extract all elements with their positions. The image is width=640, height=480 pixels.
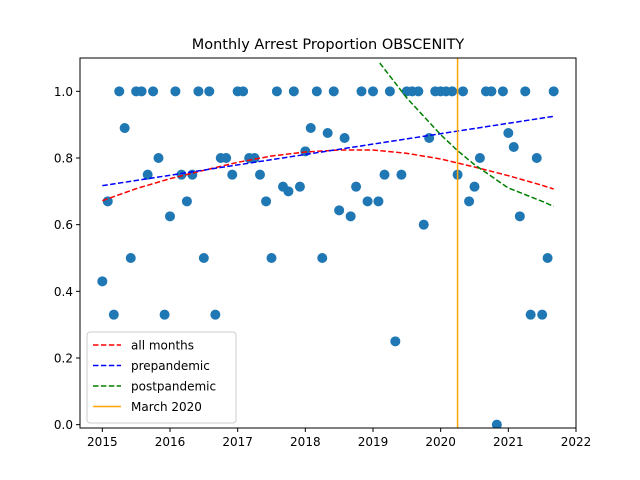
y-tick-label: 0.8 bbox=[54, 152, 73, 166]
data-point bbox=[514, 211, 525, 222]
data-point bbox=[548, 86, 559, 97]
data-point bbox=[373, 196, 384, 207]
data-point bbox=[148, 86, 159, 97]
data-point bbox=[305, 123, 316, 133]
data-point bbox=[170, 86, 181, 97]
data-point bbox=[198, 253, 209, 263]
y-tick-label: 0.2 bbox=[54, 352, 73, 366]
data-point bbox=[334, 205, 345, 216]
legend: all months prepandemic postpandemic March 2… bbox=[86, 331, 237, 424]
x-tick-label: 2015 bbox=[87, 435, 118, 449]
data-point bbox=[238, 86, 249, 97]
data-point bbox=[227, 169, 238, 180]
data-point bbox=[193, 86, 204, 97]
data-point bbox=[474, 153, 485, 163]
data-point bbox=[351, 181, 362, 192]
data-point bbox=[97, 276, 108, 287]
data-point bbox=[457, 86, 468, 97]
data-point bbox=[384, 86, 395, 97]
data-point bbox=[469, 181, 480, 192]
data-point bbox=[142, 169, 153, 180]
data-point bbox=[283, 186, 294, 197]
data-point bbox=[503, 128, 514, 138]
data-point bbox=[339, 133, 350, 143]
data-point bbox=[261, 196, 272, 207]
data-point bbox=[356, 86, 367, 97]
series-line-all-months bbox=[102, 149, 554, 202]
x-tick-label: 2020 bbox=[425, 435, 456, 449]
data-point bbox=[153, 153, 164, 163]
x-tick-label: 2022 bbox=[561, 435, 592, 449]
data-point bbox=[102, 196, 113, 207]
data-point bbox=[447, 86, 458, 97]
legend-box bbox=[86, 331, 237, 424]
x-tick-label: 2018 bbox=[290, 435, 321, 449]
series-line-postpandemic bbox=[379, 62, 554, 208]
data-point bbox=[396, 169, 407, 180]
data-point bbox=[345, 211, 356, 222]
data-point bbox=[210, 309, 221, 320]
x-tick-label: 2019 bbox=[358, 435, 389, 449]
series-line-prepandemic bbox=[102, 115, 554, 187]
data-point bbox=[136, 86, 147, 97]
data-point bbox=[311, 86, 322, 97]
data-point bbox=[294, 181, 305, 192]
x-tick-label: 2016 bbox=[155, 435, 186, 449]
data-point bbox=[114, 86, 125, 97]
data-point bbox=[249, 153, 260, 163]
data-point bbox=[322, 128, 333, 138]
data-point bbox=[164, 211, 175, 222]
y-tick-label: 1.0 bbox=[54, 85, 73, 99]
data-point bbox=[266, 253, 277, 263]
y-tick-label: 0.6 bbox=[54, 218, 73, 232]
data-point bbox=[159, 309, 170, 320]
data-point bbox=[317, 253, 328, 263]
data-point bbox=[486, 86, 497, 97]
data-point bbox=[204, 86, 215, 97]
data-point bbox=[181, 196, 192, 207]
data-point bbox=[537, 309, 548, 320]
x-tick-label: 2017 bbox=[222, 435, 253, 449]
data-point bbox=[125, 253, 136, 263]
data-point bbox=[418, 219, 429, 230]
data-point bbox=[362, 196, 373, 207]
legend-entry: postpandemic bbox=[131, 380, 216, 394]
data-point bbox=[520, 86, 531, 97]
x-tick-label: 2021 bbox=[493, 435, 524, 449]
legend-entry: all months bbox=[131, 339, 194, 353]
y-tick-label: 0.0 bbox=[54, 418, 73, 432]
data-point bbox=[379, 169, 390, 180]
legend-entry: March 2020 bbox=[131, 400, 202, 414]
data-point bbox=[108, 309, 119, 320]
data-point bbox=[271, 86, 282, 97]
plot-frame bbox=[79, 57, 577, 429]
data-point bbox=[288, 86, 299, 97]
chart-title: Monthly Arrest Proportion OBSCENITY bbox=[192, 37, 465, 53]
data-point bbox=[464, 196, 475, 207]
data-point bbox=[221, 153, 232, 163]
data-point bbox=[367, 86, 378, 97]
data-point bbox=[254, 169, 265, 180]
y-tick-label: 0.4 bbox=[54, 285, 73, 299]
data-point bbox=[390, 336, 401, 347]
data-point bbox=[497, 86, 508, 97]
data-point bbox=[328, 86, 339, 97]
data-point bbox=[413, 86, 424, 97]
data-point bbox=[491, 419, 502, 428]
data-point bbox=[119, 123, 130, 133]
legend-entry: prepandemic bbox=[131, 359, 210, 373]
data-point bbox=[531, 153, 542, 163]
data-point bbox=[508, 142, 519, 152]
data-point bbox=[525, 309, 536, 320]
data-point bbox=[542, 253, 553, 263]
